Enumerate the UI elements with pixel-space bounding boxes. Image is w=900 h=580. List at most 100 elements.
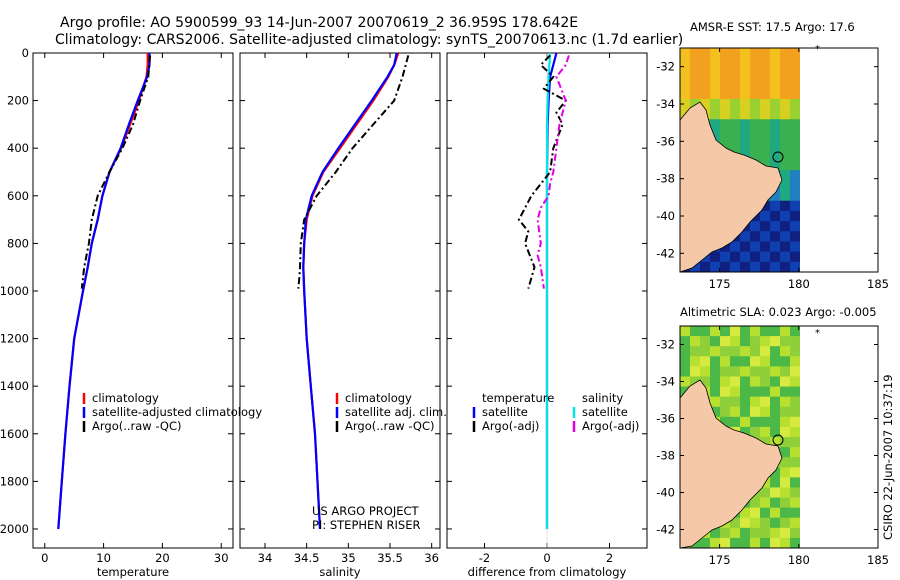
field-cell — [720, 366, 731, 377]
field-cell — [770, 386, 781, 398]
field-cell — [780, 98, 791, 110]
field-cell — [690, 58, 701, 69]
field-cell — [720, 396, 731, 408]
field-cell — [700, 366, 711, 377]
field-cell — [720, 119, 731, 130]
field-cell — [710, 98, 721, 110]
field-cell — [700, 376, 711, 388]
field-cell — [780, 326, 791, 337]
y-tick-label: 1200 — [0, 332, 29, 346]
field-cell — [780, 48, 791, 59]
field-cell — [740, 58, 751, 69]
field-cell — [750, 426, 761, 438]
field-cell — [770, 396, 781, 408]
field-cell — [770, 231, 781, 242]
field-cell — [740, 109, 751, 120]
legend-title-temperature: temperature — [482, 391, 554, 405]
field-cell — [680, 88, 691, 100]
field-cell — [750, 129, 761, 141]
field-cell — [750, 396, 761, 408]
field-cell — [750, 241, 761, 253]
field-cell — [730, 396, 741, 408]
field-cell — [780, 537, 791, 548]
field-cell — [770, 241, 781, 253]
field-cell — [720, 376, 731, 388]
field-cell — [770, 78, 781, 90]
field-cell — [750, 109, 761, 120]
legend-label-temp-argo: Argo(-adj) — [482, 419, 539, 433]
field-cell — [760, 48, 771, 59]
field-cell — [770, 366, 781, 377]
y-tick-label: -32 — [656, 60, 675, 74]
field-cell — [750, 376, 761, 388]
field-cell — [740, 241, 751, 253]
field-cell — [720, 109, 731, 120]
field-cell — [750, 98, 761, 110]
field-cell — [740, 386, 751, 398]
field-cell — [790, 68, 800, 80]
field-cell — [710, 356, 721, 367]
field-cell — [730, 406, 741, 418]
legend-label-satellite: satellite-adjusted climatology — [92, 405, 262, 419]
field-cell — [700, 261, 711, 272]
field-cell — [720, 58, 731, 69]
field-cell — [730, 376, 741, 388]
field-cell — [790, 149, 800, 161]
legend-label-argo: Argo(..raw -QC) — [345, 419, 435, 433]
field-cell — [790, 366, 800, 377]
field-cell — [750, 406, 761, 418]
y-tick-label: 1000 — [0, 284, 29, 298]
field-cell — [680, 346, 691, 357]
field-cell — [790, 457, 800, 468]
field-cell — [780, 346, 791, 357]
field-cell — [790, 78, 800, 90]
field-cell — [790, 416, 800, 428]
field-cell — [690, 48, 701, 59]
field-cell — [690, 78, 701, 90]
field-cell — [710, 109, 721, 120]
y-tick-label: -36 — [656, 412, 675, 426]
field-cell — [690, 326, 701, 337]
field-cell — [720, 98, 731, 110]
field-cell — [760, 396, 771, 408]
field-cell — [760, 109, 771, 120]
field-cell — [780, 180, 791, 192]
header-line-1: Argo profile: AO 5900599_93 14-Jun-2007 … — [60, 15, 578, 31]
field-cell — [720, 129, 731, 141]
field-cell — [790, 119, 800, 130]
field-cell — [770, 517, 781, 529]
field-cell — [760, 98, 771, 110]
field-cell — [680, 78, 691, 90]
field-cell — [720, 346, 731, 357]
field-cell — [750, 416, 761, 428]
field-cell — [790, 88, 800, 100]
field-cell — [730, 386, 741, 398]
field-cell — [750, 527, 761, 539]
field-cell — [770, 467, 781, 478]
project-label: US ARGO PROJECT — [312, 504, 420, 518]
field-cell — [780, 386, 791, 398]
field-cell — [720, 336, 731, 347]
field-cell — [750, 497, 761, 509]
y-tick-label: -36 — [656, 134, 675, 148]
field-cell — [760, 426, 771, 438]
field-cell — [770, 48, 781, 59]
field-cell — [790, 109, 800, 120]
plot-frame — [32, 52, 234, 549]
field-cell — [740, 356, 751, 367]
field-cell — [740, 48, 751, 59]
field-cell — [680, 48, 691, 59]
field-cell — [760, 507, 771, 519]
field-cell — [750, 517, 761, 529]
field-cell — [750, 386, 761, 398]
field-cell — [740, 346, 751, 357]
field-cell — [740, 119, 751, 130]
field-cell — [720, 88, 731, 100]
field-cell — [750, 68, 761, 80]
field-cell — [740, 406, 751, 418]
temperature-legend: climatology satellite-adjusted climatolo… — [82, 391, 262, 433]
field-cell — [780, 68, 791, 80]
timestamp-label: CSIRO 22-Jun-2007 10:37:19 — [881, 374, 895, 540]
asterisk-mark: * — [815, 44, 820, 55]
